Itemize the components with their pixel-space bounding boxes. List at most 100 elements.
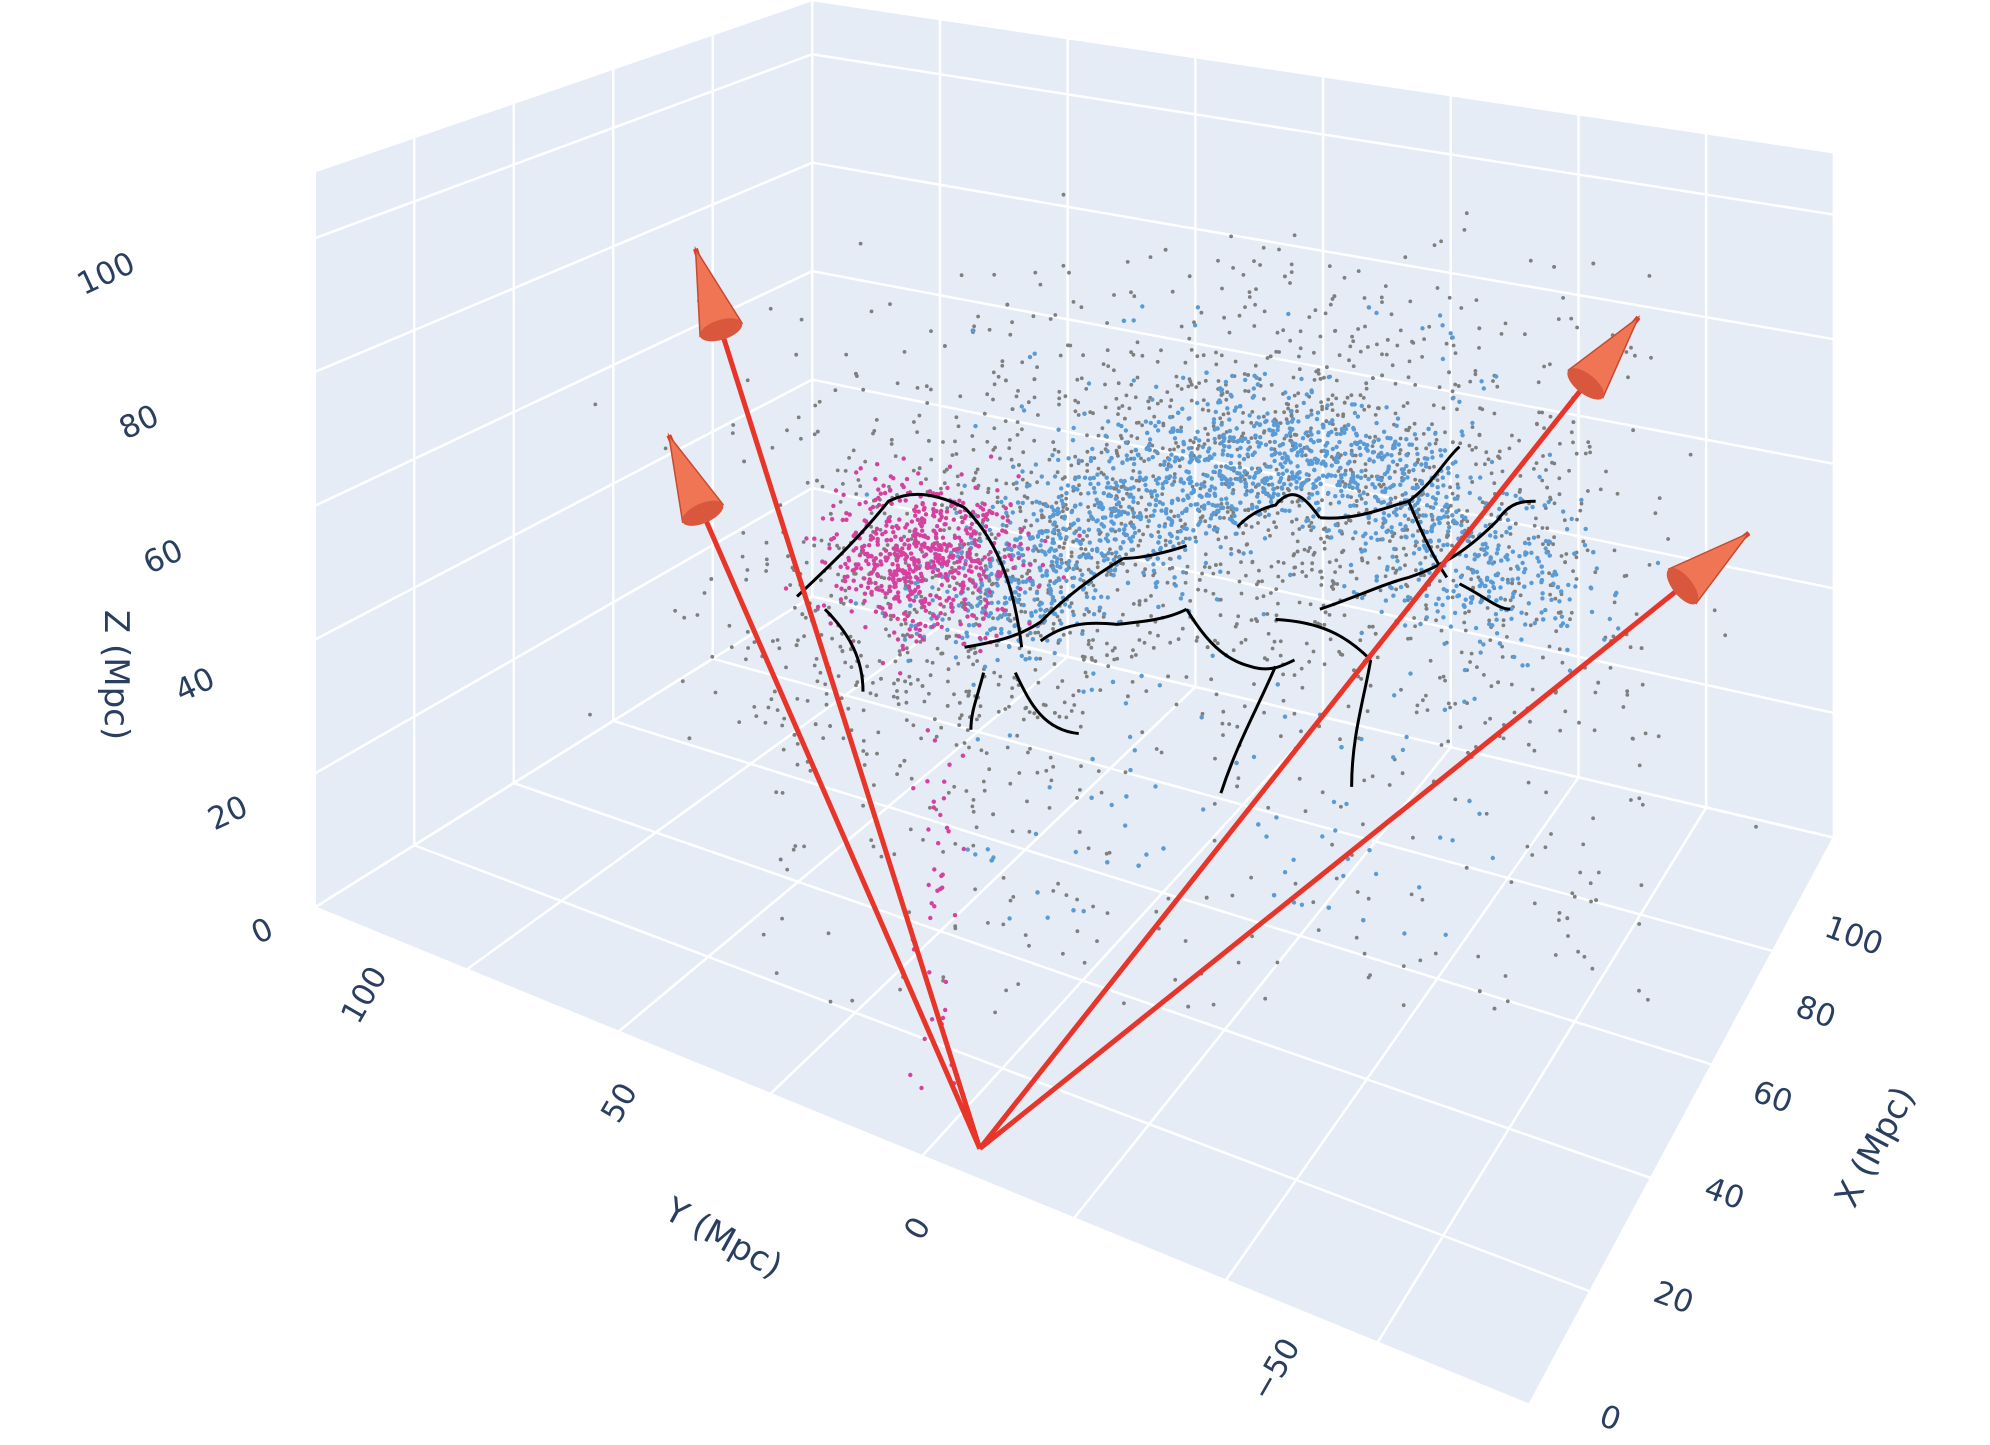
data-point xyxy=(1285,457,1289,461)
data-point xyxy=(984,524,988,528)
data-point xyxy=(1078,788,1082,792)
data-point xyxy=(1075,378,1079,382)
data-point xyxy=(863,763,867,767)
data-point xyxy=(1329,637,1333,641)
data-point xyxy=(1105,860,1109,864)
data-point xyxy=(1240,641,1244,645)
data-point xyxy=(1284,434,1288,438)
data-point xyxy=(1020,575,1024,579)
data-point xyxy=(1413,624,1417,628)
data-point xyxy=(1252,394,1256,398)
data-point xyxy=(1221,733,1225,737)
data-point xyxy=(1364,485,1368,489)
data-point xyxy=(1016,500,1020,504)
data-point xyxy=(1158,683,1162,687)
data-point xyxy=(1553,501,1557,505)
data-point xyxy=(930,585,934,589)
data-point xyxy=(972,798,976,802)
data-point xyxy=(1138,539,1142,543)
data-point xyxy=(908,567,912,571)
data-point xyxy=(1371,625,1375,629)
data-point xyxy=(1059,585,1063,589)
data-point xyxy=(1262,487,1266,491)
data-point xyxy=(1557,476,1561,480)
data-point xyxy=(1206,449,1210,453)
data-point xyxy=(1471,570,1475,574)
data-point xyxy=(1523,550,1527,554)
data-point xyxy=(1482,386,1486,390)
data-point xyxy=(1392,693,1396,697)
data-point xyxy=(788,583,792,587)
data-point xyxy=(1440,603,1444,607)
data-point xyxy=(1102,491,1106,495)
data-point xyxy=(1176,497,1180,501)
data-point xyxy=(875,462,879,466)
data-point xyxy=(1488,638,1492,642)
data-point xyxy=(970,434,974,438)
data-point xyxy=(1144,689,1148,693)
data-point xyxy=(1497,507,1501,511)
data-point xyxy=(1186,1005,1190,1009)
data-point xyxy=(977,573,981,577)
data-point xyxy=(1575,452,1579,456)
data-point xyxy=(1394,412,1398,416)
data-point xyxy=(1181,449,1185,453)
data-point xyxy=(1359,350,1363,354)
data-point xyxy=(1403,598,1407,602)
data-point xyxy=(1132,511,1136,515)
data-point xyxy=(1424,462,1428,466)
data-point xyxy=(945,468,949,472)
data-point xyxy=(1048,785,1052,789)
data-point xyxy=(972,448,976,452)
data-point xyxy=(1038,614,1042,618)
data-point xyxy=(1588,451,1592,455)
data-point xyxy=(1557,317,1561,321)
data-point xyxy=(1243,437,1247,441)
data-point xyxy=(1250,436,1254,440)
data-point xyxy=(958,716,962,720)
data-point xyxy=(1283,390,1287,394)
data-point xyxy=(821,485,825,489)
data-point xyxy=(891,530,895,534)
data-point xyxy=(1195,401,1199,405)
data-point xyxy=(1570,891,1574,895)
data-point xyxy=(1455,407,1459,411)
data-point xyxy=(1126,260,1130,264)
data-point xyxy=(1586,440,1590,444)
data-point xyxy=(1421,513,1425,517)
data-point xyxy=(967,542,971,546)
data-point xyxy=(1315,501,1319,505)
data-point xyxy=(829,594,833,598)
data-point xyxy=(864,500,868,504)
data-point xyxy=(924,512,928,516)
data-point xyxy=(1177,542,1181,546)
data-point xyxy=(804,616,808,620)
data-point xyxy=(1401,748,1405,752)
data-point xyxy=(843,579,847,583)
data-point xyxy=(1373,435,1377,439)
data-point xyxy=(1441,476,1445,480)
data-point xyxy=(1528,720,1532,724)
data-point xyxy=(874,610,878,614)
data-point xyxy=(1081,690,1085,694)
data-point xyxy=(1452,579,1456,583)
data-point xyxy=(919,737,923,741)
data-point xyxy=(1446,471,1450,475)
data-point xyxy=(1543,503,1547,507)
data-point xyxy=(1414,540,1418,544)
data-point xyxy=(1549,598,1553,602)
data-point xyxy=(1201,408,1205,412)
data-point xyxy=(901,568,905,572)
data-point xyxy=(1244,485,1248,489)
data-point xyxy=(1322,376,1326,380)
data-point xyxy=(816,679,820,683)
data-point xyxy=(1023,610,1027,614)
data-point xyxy=(1252,682,1256,686)
data-point xyxy=(1138,638,1142,642)
data-point xyxy=(1367,521,1371,525)
data-point xyxy=(1333,294,1337,298)
data-point xyxy=(1541,656,1545,660)
data-point xyxy=(857,478,861,482)
